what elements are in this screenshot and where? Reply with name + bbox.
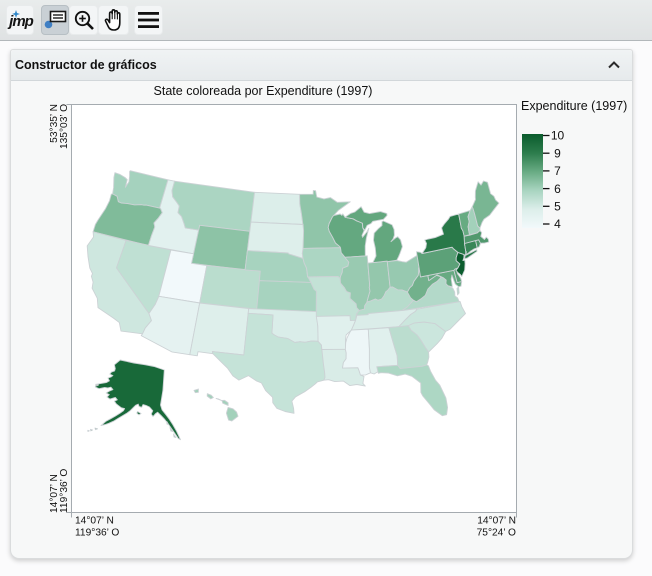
y-axis-bottom-label-line2: 119°36’ O bbox=[59, 469, 70, 513]
state-AR[interactable] bbox=[315, 315, 357, 350]
state-WY[interactable] bbox=[191, 224, 251, 271]
y-axis-bottom-label-line1: 14°07’ N bbox=[49, 474, 60, 513]
us-choropleth-map bbox=[86, 170, 500, 441]
y-axis-top-label-line2: 135°03’ O bbox=[59, 104, 70, 149]
legend-tick-label: 6 bbox=[554, 182, 561, 196]
legend-tick-label: 5 bbox=[554, 200, 561, 214]
legend-tick-label: 10 bbox=[551, 129, 565, 143]
legend-ticks: 10 9 7 6 5 4 bbox=[543, 129, 565, 231]
state-WI[interactable] bbox=[327, 213, 370, 258]
state-TX[interactable] bbox=[211, 312, 326, 414]
jmp-logo: jmp bbox=[9, 12, 34, 30]
legend-title: Expenditure (1997) bbox=[521, 99, 627, 113]
annotate-tool-button[interactable] bbox=[41, 5, 69, 35]
state-ND[interactable] bbox=[250, 191, 304, 225]
legend-tick-label: 9 bbox=[554, 146, 561, 160]
state-HI[interactable] bbox=[193, 388, 239, 422]
color-legend: Expenditure (1997) 10 9 7 6 5 4 bbox=[521, 99, 627, 231]
state-MD[interactable] bbox=[427, 269, 463, 288]
chevron-up-icon bbox=[608, 61, 620, 69]
state-CO[interactable] bbox=[199, 265, 261, 310]
toolbar: jmp bbox=[0, 0, 652, 41]
magnifier-icon bbox=[74, 10, 94, 30]
state-MI[interactable] bbox=[344, 206, 403, 264]
x-axis-left-label-line1: 14°07’ N bbox=[75, 516, 114, 527]
x-axis-left-label-line2: 119°36’ O bbox=[75, 528, 119, 539]
axis-corner-ticks bbox=[66, 104, 517, 518]
state-KS[interactable] bbox=[256, 280, 317, 313]
y-axis-top-label-line1: 53°35’ N bbox=[49, 104, 60, 143]
state-NM[interactable] bbox=[189, 302, 250, 357]
grabber-tool-button[interactable] bbox=[98, 5, 129, 35]
panel-title: Constructor de gráficos bbox=[15, 58, 157, 72]
menu-button[interactable] bbox=[134, 5, 163, 35]
grabber-hand-icon bbox=[104, 9, 121, 31]
jmp-home-button[interactable]: jmp bbox=[6, 5, 34, 35]
jmp-logo-star-icon bbox=[12, 10, 20, 18]
graph-title: State coloreada por Expenditure (1997) bbox=[154, 84, 373, 98]
state-NC[interactable] bbox=[398, 301, 466, 332]
state-FL[interactable] bbox=[376, 364, 449, 417]
panel-header[interactable]: Constructor de gráficos bbox=[11, 50, 632, 81]
collapse-panel-button[interactable] bbox=[607, 59, 621, 71]
annotate-icon bbox=[44, 10, 67, 29]
magnifier-tool-button[interactable] bbox=[69, 5, 98, 35]
legend-tick-label: 4 bbox=[554, 217, 561, 231]
x-axis-right-label-line1: 14°07’ N bbox=[477, 516, 516, 527]
x-axis-right-label-line2: 75°24’ O bbox=[477, 528, 516, 539]
menu-icon bbox=[138, 11, 159, 28]
legend-gradient-bar[interactable] bbox=[522, 134, 543, 228]
state-AK[interactable] bbox=[87, 359, 181, 441]
legend-tick-label: 7 bbox=[554, 164, 561, 178]
state-ME[interactable] bbox=[471, 180, 500, 229]
